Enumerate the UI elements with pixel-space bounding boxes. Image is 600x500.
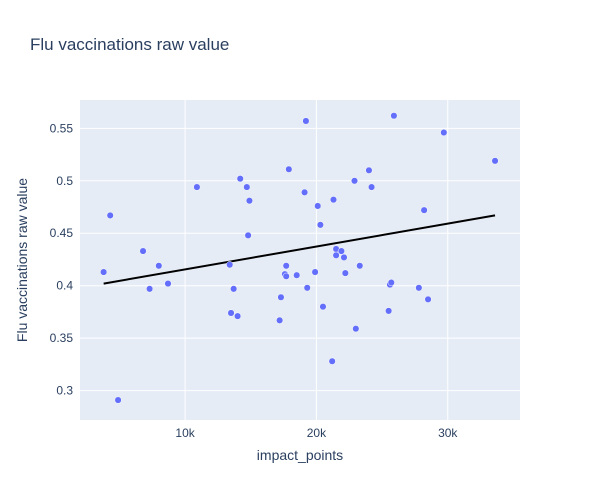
data-point — [155, 262, 163, 270]
data-point — [314, 202, 322, 210]
trendline — [103, 214, 496, 285]
data-point — [440, 128, 448, 137]
data-point — [285, 165, 293, 173]
data-point — [341, 269, 349, 277]
data-point — [302, 117, 310, 125]
data-point — [332, 251, 340, 259]
data-point — [277, 293, 285, 301]
y-tick-label: 0.4 — [56, 279, 73, 293]
data-point — [303, 284, 311, 292]
data-point — [139, 247, 147, 255]
data-point — [226, 261, 234, 269]
data-point — [245, 197, 253, 205]
data-point — [420, 206, 428, 214]
trendline-group — [103, 214, 496, 285]
data-point — [227, 309, 235, 317]
y-tick-label: 0.35 — [50, 331, 74, 345]
data-point — [390, 112, 398, 120]
data-point — [282, 262, 290, 270]
data-point — [385, 307, 393, 315]
data-point — [319, 303, 327, 311]
data-point — [301, 188, 309, 196]
data-point — [114, 396, 122, 404]
data-point — [282, 272, 290, 280]
x-tick-label: 30k — [438, 426, 458, 440]
data-point — [164, 280, 172, 288]
data-point — [236, 175, 244, 183]
data-point — [234, 312, 242, 320]
data-point — [337, 247, 345, 255]
data-point — [415, 284, 423, 292]
x-tick-label: 20k — [307, 426, 327, 440]
tick-labels: 0.3 0.35 0.4 0.45 0.5 0.55 10k 20k 30k — [50, 121, 459, 440]
data-points — [100, 112, 499, 404]
data-point — [193, 183, 201, 191]
chart-title: Flu vaccinations raw value — [30, 35, 229, 54]
data-point — [356, 262, 364, 270]
data-point — [329, 196, 338, 204]
y-tick-label: 0.45 — [50, 226, 74, 240]
data-point — [100, 268, 108, 276]
data-point — [352, 325, 360, 333]
data-point — [387, 279, 395, 287]
data-point — [276, 316, 284, 324]
data-point — [365, 166, 373, 174]
data-point — [368, 183, 376, 191]
data-point — [230, 285, 238, 293]
x-tick-label: 10k — [175, 426, 195, 440]
data-point — [146, 285, 154, 293]
x-axis-title: impact_points — [257, 447, 343, 463]
y-axis-title: Flu vaccinations raw value — [14, 178, 30, 342]
y-tick-label: 0.55 — [50, 121, 74, 135]
data-point — [244, 231, 252, 239]
data-point — [328, 357, 336, 365]
data-point — [350, 177, 359, 185]
data-point — [293, 271, 301, 279]
data-point — [340, 253, 348, 261]
grid-lines — [80, 100, 520, 420]
data-point — [316, 221, 324, 229]
y-tick-label: 0.3 — [56, 384, 73, 398]
data-point — [491, 157, 499, 165]
data-point — [424, 295, 432, 303]
data-point — [311, 268, 319, 276]
data-point — [243, 183, 251, 191]
y-tick-label: 0.5 — [56, 174, 73, 188]
plot-background — [80, 100, 520, 420]
data-point — [106, 211, 114, 219]
